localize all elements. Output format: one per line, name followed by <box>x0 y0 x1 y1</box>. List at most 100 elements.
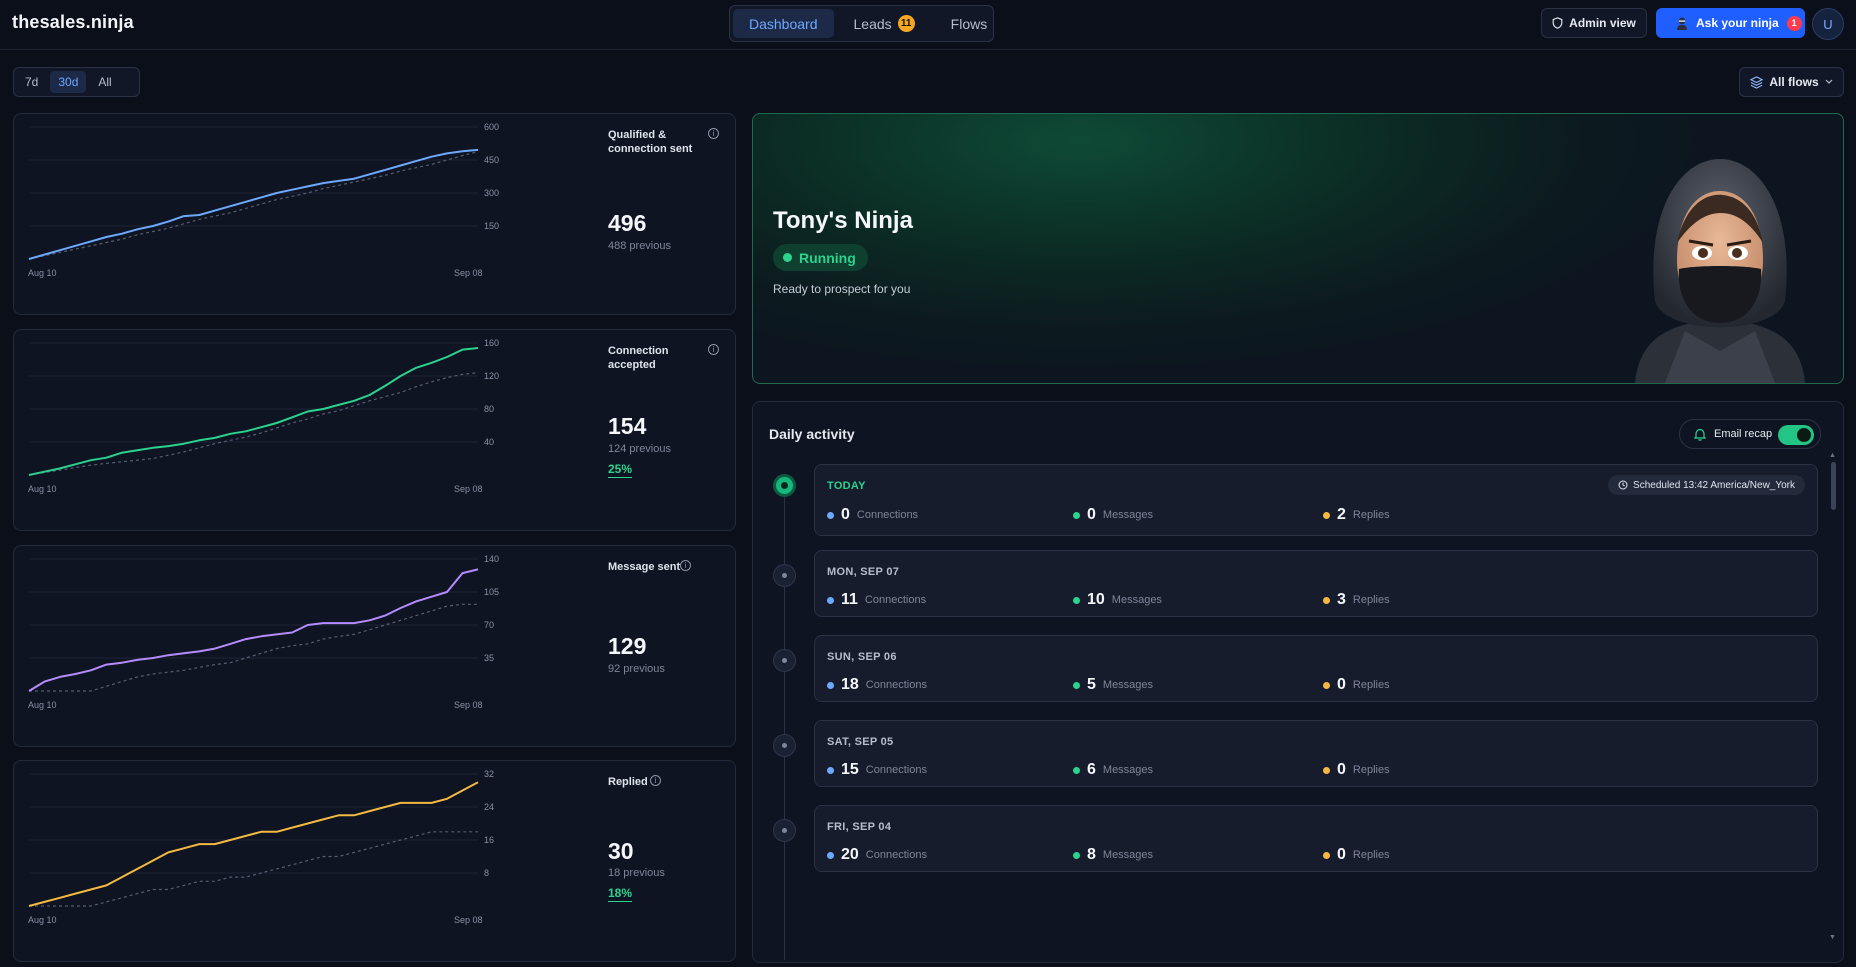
metric-card-qualified: 600 450 300 150 Aug 10 Sep 08 Qualified & con… <box>13 113 736 315</box>
email-recap-switch[interactable] <box>1778 425 1814 445</box>
replies-dot-icon <box>1323 511 1330 519</box>
range-all[interactable]: All <box>98 75 112 89</box>
info-icon[interactable]: i <box>708 344 719 355</box>
metric-title: Message sent <box>608 561 681 573</box>
metric-title: Replied <box>608 776 648 788</box>
metric-card-accepted: 160 120 80 40 Aug 10 Sep 08 Connection accept… <box>13 329 736 531</box>
metric-title: Connection accepted <box>608 345 669 371</box>
admin-view-button[interactable]: Admin view <box>1541 8 1647 38</box>
timeline-dot-icon <box>782 573 787 578</box>
stat-messages: 8 Messages <box>1073 846 1153 864</box>
replies-label: Replies <box>1352 509 1390 521</box>
y-tick-label: 16 <box>484 835 494 845</box>
scheduled-badge: Scheduled 13:42 America/New_York <box>1608 475 1805 495</box>
messages-dot-icon <box>1073 851 1080 859</box>
timeline-dot-icon <box>782 743 787 748</box>
scroll-down-icon[interactable]: ▼ <box>1829 934 1836 941</box>
replies-dot-icon <box>1323 766 1330 774</box>
current-series-line <box>28 148 479 260</box>
y-tick-label: 40 <box>484 437 494 447</box>
info-icon[interactable]: i <box>650 775 661 786</box>
day-card[interactable]: SAT, SEP 05 15 Connections 6 Messages 0 Replie… <box>814 720 1818 787</box>
info-icon[interactable]: i <box>708 128 719 139</box>
messages-label: Messages <box>1102 849 1154 861</box>
messages-label: Messages <box>1102 679 1154 691</box>
metric-previous: 488 previous <box>608 240 671 252</box>
connections-dot-icon <box>827 511 834 519</box>
email-recap-label: Email recap <box>1714 428 1773 440</box>
all-flows-dropdown[interactable]: All flows <box>1739 67 1844 97</box>
stat-messages: 0 Messages <box>1073 506 1153 524</box>
user-avatar[interactable]: U <box>1812 8 1844 40</box>
ask-your-ninja-label: Ask your ninja <box>1696 16 1779 30</box>
replies-count: 0 <box>1337 761 1346 778</box>
daily-activity-panel: Daily activity Email recap ▲ ▼ TODAY Sche… <box>752 401 1844 963</box>
messages-label: Messages <box>1111 594 1162 606</box>
scrollbar-thumb[interactable] <box>1831 462 1836 510</box>
day-label: SUN, SEP 06 <box>827 651 897 663</box>
day-card[interactable]: SUN, SEP 06 18 Connections 5 Messages 0 Replie… <box>814 635 1818 702</box>
info-icon[interactable]: i <box>680 560 691 571</box>
y-tick-label: 70 <box>484 620 494 630</box>
main-nav: Dashboard Leads 11 Flows <box>729 5 994 42</box>
x-tick-end: Sep 08 <box>454 915 483 925</box>
admin-view-label: Admin view <box>1569 16 1636 30</box>
email-recap-toggle[interactable]: Email recap <box>1679 419 1821 449</box>
stat-connections: 11 Connections <box>827 591 926 609</box>
metric-percent: 18% <box>608 886 633 902</box>
stat-connections: 0 Connections <box>827 506 918 524</box>
ask-notification-badge: 1 <box>1786 15 1802 31</box>
y-tick-label: 8 <box>484 868 489 878</box>
date-range-selector: 7d 30d All <box>13 67 140 97</box>
stat-connections: 15 Connections <box>827 761 927 779</box>
range-7d[interactable]: 7d <box>25 75 39 89</box>
scroll-up-icon[interactable]: ▲ <box>1829 452 1836 459</box>
previous-series-line <box>28 151 479 260</box>
accepted-chart: 160 120 80 40 Aug 10 Sep 08 <box>28 338 499 494</box>
messages-dot-icon <box>1073 766 1080 774</box>
x-tick-end: Sep 08 <box>454 268 483 278</box>
connections-count: 15 <box>841 761 859 778</box>
timeline-dot-icon <box>782 658 787 663</box>
connections-dot-icon <box>827 681 834 689</box>
messages-dot-icon <box>1073 511 1080 519</box>
tab-flows[interactable]: Flows <box>935 9 1004 38</box>
tab-leads[interactable]: Leads 11 <box>838 9 931 38</box>
ninja-name: Tony's Ninja <box>773 207 913 234</box>
day-card[interactable]: FRI, SEP 04 20 Connections 8 Messages 0 Replie… <box>814 805 1818 872</box>
tab-dashboard[interactable]: Dashboard <box>733 9 834 38</box>
replies-count: 2 <box>1337 506 1346 523</box>
timeline-dot <box>773 474 796 497</box>
metric-previous: 124 previous <box>608 443 671 455</box>
messages-count: 10 <box>1087 591 1105 608</box>
metric-percent: 25% <box>608 462 633 478</box>
current-series-line <box>28 568 479 692</box>
connections-dot-icon <box>827 851 834 859</box>
messages-label: Messages <box>1102 509 1154 521</box>
logo[interactable]: thesales.ninja <box>12 12 134 32</box>
y-tick-label: 80 <box>484 404 494 414</box>
ask-your-ninja-button[interactable]: Ask your ninja 1 <box>1656 8 1805 38</box>
range-30d[interactable]: 30d <box>50 71 87 93</box>
replies-dot-icon <box>1323 681 1330 689</box>
y-tick-label: 105 <box>484 587 499 597</box>
stat-messages: 6 Messages <box>1073 761 1153 779</box>
replies-dot-icon <box>1323 851 1330 859</box>
top-header: thesales.ninja Dashboard Leads 11 Flows … <box>0 0 1856 50</box>
timeline-dot <box>773 734 796 757</box>
messages-chart: 140 105 70 35 Aug 10 Sep 08 <box>28 554 499 710</box>
ninja-icon <box>1677 17 1687 30</box>
day-card[interactable]: TODAY Scheduled 13:42 America/New_York 0 Co… <box>814 464 1818 536</box>
metric-value: 129 <box>608 633 647 659</box>
day-label: TODAY <box>827 480 866 492</box>
replies-label: Replies <box>1352 764 1390 776</box>
metric-value: 30 <box>608 838 634 864</box>
x-tick-end: Sep 08 <box>454 484 483 494</box>
messages-count: 0 <box>1087 506 1096 523</box>
ninja-subtitle: Ready to prospect for you <box>773 282 911 296</box>
day-card[interactable]: MON, SEP 07 11 Connections 10 Messages 3 Repli… <box>814 550 1818 617</box>
replies-count: 0 <box>1337 846 1346 863</box>
connections-label: Connections <box>865 764 927 776</box>
connections-label: Connections <box>864 594 927 606</box>
timeline-dot <box>773 819 796 842</box>
